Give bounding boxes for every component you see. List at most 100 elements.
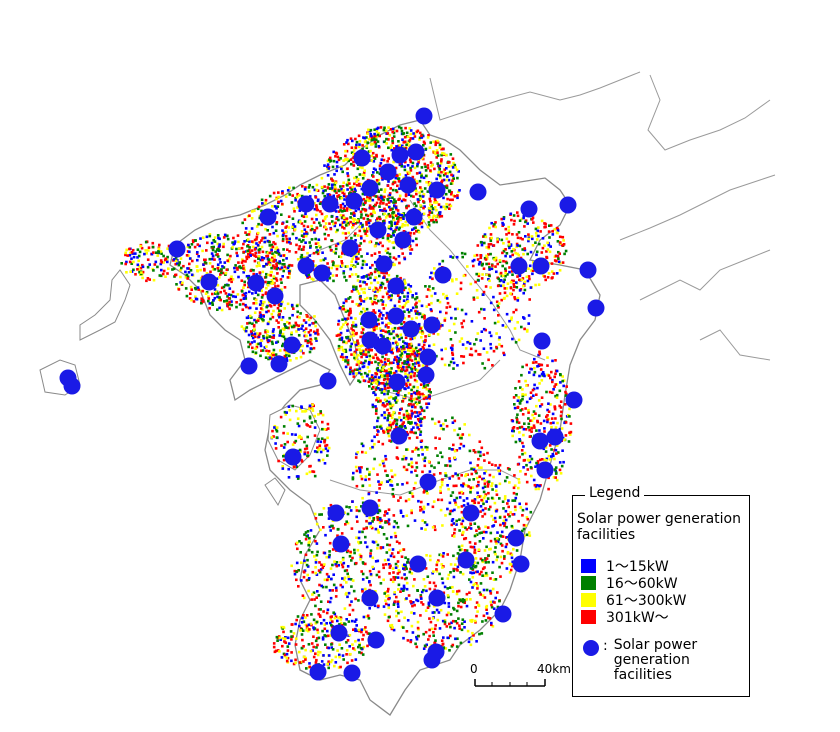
facility-dot — [410, 393, 413, 396]
facility-dot — [373, 604, 377, 608]
facility-dot — [282, 630, 285, 634]
facility-dot — [530, 367, 533, 371]
facility-dot — [346, 361, 350, 364]
facility-dot — [384, 387, 387, 390]
facility-dot — [394, 534, 398, 538]
facility-dot — [487, 262, 491, 266]
facility-dot — [228, 287, 232, 290]
facility-dot — [409, 372, 413, 376]
facility-dot — [524, 235, 527, 238]
facility-dot — [379, 329, 383, 332]
facility-dot — [385, 203, 388, 206]
facility-dot — [334, 155, 337, 158]
facility-dot — [348, 372, 352, 376]
facility-dot — [362, 217, 366, 220]
facility-dot — [242, 264, 245, 268]
facility-dot — [538, 374, 541, 378]
facility-dot — [420, 166, 424, 169]
facility-dot — [426, 136, 430, 139]
facility-dot — [177, 288, 181, 291]
facility-dot — [457, 601, 460, 605]
facility-dot — [324, 257, 327, 260]
facility-dot — [409, 337, 412, 341]
facility-dot — [487, 245, 491, 249]
facility-dot — [493, 601, 496, 604]
facility-dot — [565, 392, 568, 396]
facility-dot — [439, 608, 443, 612]
facility-dot — [248, 246, 251, 249]
facility-dot — [569, 430, 573, 434]
facility-dot — [382, 128, 386, 132]
facility-dot — [435, 208, 438, 212]
facility-dot — [289, 324, 292, 328]
facility-dot — [561, 449, 564, 452]
facility-dot — [532, 478, 536, 482]
facility-dot — [412, 385, 416, 389]
facility-dot — [208, 306, 211, 310]
facility-dot — [496, 605, 500, 609]
facility-dot — [545, 250, 548, 253]
facility-dot — [274, 353, 278, 356]
facility-dot — [553, 468, 557, 471]
facility-dot — [364, 201, 367, 204]
facility-dot — [419, 419, 422, 422]
facility-dot — [447, 161, 450, 164]
facility-dot — [244, 295, 247, 298]
facility-dot — [335, 274, 338, 277]
facility-dot — [416, 198, 420, 201]
facility-dot — [522, 427, 526, 431]
facility-dot — [227, 297, 231, 300]
facility-dot — [402, 416, 406, 419]
facility-dot — [413, 367, 416, 370]
facility-dot — [300, 234, 304, 237]
facility-dot — [414, 415, 417, 418]
facility-dot — [281, 275, 284, 278]
facility-dot — [484, 235, 488, 239]
facility-dot — [277, 191, 280, 194]
facility-dot — [328, 589, 332, 592]
facility-dot — [358, 553, 362, 557]
facility-dot — [274, 285, 277, 288]
facility-dot — [360, 213, 363, 216]
facility-dot — [357, 257, 360, 260]
facility-dot — [315, 204, 318, 207]
facility-dot — [552, 421, 555, 425]
facility-dot — [353, 214, 356, 217]
facility-dot — [251, 346, 254, 350]
facility-dot — [290, 564, 293, 568]
facility-dot — [318, 561, 321, 564]
facility-dot — [307, 318, 311, 322]
facility-dot — [319, 528, 322, 532]
facility-dot — [420, 597, 423, 600]
facility-dot — [405, 597, 408, 600]
facility-dot — [335, 561, 339, 564]
facility-dot — [294, 196, 297, 200]
facility-dot — [353, 356, 356, 360]
facility-dot — [532, 221, 535, 224]
facility-dot — [300, 248, 304, 251]
facility-dot — [540, 219, 544, 223]
facility-dot — [387, 322, 390, 325]
facility-dot — [403, 257, 407, 261]
facility-dot — [371, 207, 375, 210]
facility-dot — [434, 201, 438, 204]
facility-dot — [295, 236, 298, 240]
facility-dot — [428, 197, 432, 201]
facility-dot — [409, 169, 413, 172]
facility-dot — [418, 136, 422, 140]
facility-dot — [442, 205, 446, 209]
facility-dot — [323, 217, 327, 221]
facility-dot — [554, 448, 558, 452]
facility-dot — [398, 570, 401, 574]
facility-dot — [421, 603, 425, 606]
facility-dot — [292, 186, 295, 190]
facility-dot — [222, 266, 226, 269]
facility-dot — [328, 550, 331, 553]
facility-dot — [389, 554, 393, 558]
facility-dot — [261, 250, 265, 254]
facility-dot — [332, 159, 336, 163]
facility-dot — [297, 585, 300, 588]
facility-dot — [383, 613, 387, 616]
facility-dot — [279, 267, 282, 271]
facility-dot — [281, 344, 284, 348]
